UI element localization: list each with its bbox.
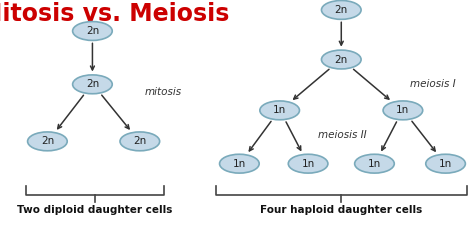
Text: 2n: 2n [335,5,348,15]
Ellipse shape [73,75,112,94]
Text: meiosis II: meiosis II [318,130,366,140]
Text: 2n: 2n [41,136,54,146]
Ellipse shape [426,154,465,173]
Ellipse shape [120,132,160,151]
Text: meiosis I: meiosis I [410,79,456,89]
Text: 1n: 1n [396,105,410,115]
Text: 2n: 2n [86,79,99,89]
Ellipse shape [383,101,423,120]
Ellipse shape [27,132,67,151]
Text: Four haploid daughter cells: Four haploid daughter cells [260,205,422,215]
Ellipse shape [355,154,394,173]
Ellipse shape [321,0,361,19]
Text: 2n: 2n [133,136,146,146]
Text: mitosis: mitosis [145,87,182,97]
Ellipse shape [288,154,328,173]
Ellipse shape [73,22,112,40]
Text: Mitosis vs. Meiosis: Mitosis vs. Meiosis [0,2,229,27]
Text: 2n: 2n [335,55,348,64]
Text: 1n: 1n [301,159,315,169]
Ellipse shape [321,50,361,69]
Ellipse shape [219,154,259,173]
Text: 1n: 1n [233,159,246,169]
Text: 2n: 2n [86,26,99,36]
Text: 1n: 1n [368,159,381,169]
Ellipse shape [260,101,300,120]
Text: Two diploid daughter cells: Two diploid daughter cells [17,205,173,215]
Text: 1n: 1n [439,159,452,169]
Text: 1n: 1n [273,105,286,115]
